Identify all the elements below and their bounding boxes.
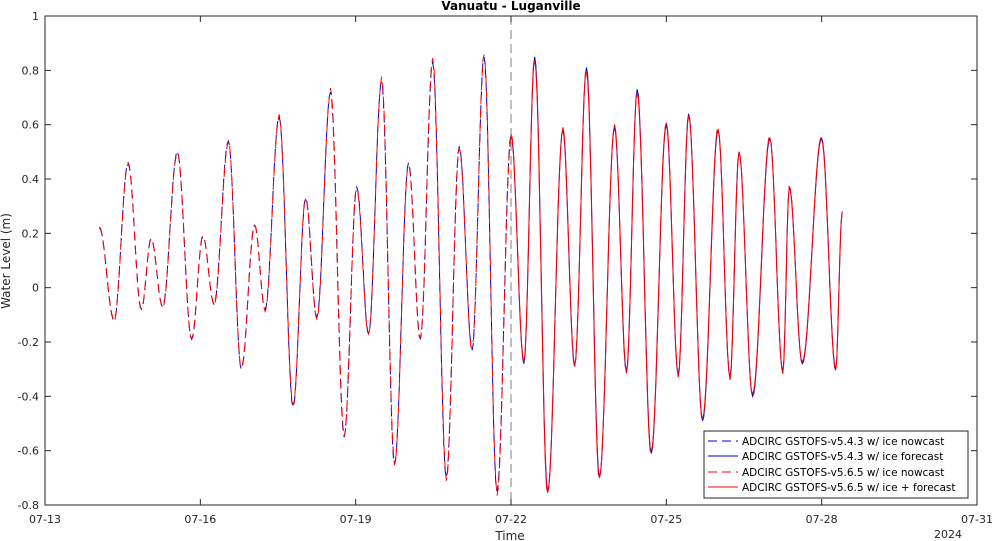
y-axis-label: Water Level (m) (0, 213, 13, 309)
y-tick-label: 0.2 (22, 227, 40, 240)
y-tick-label: 0 (32, 282, 39, 295)
series-layer (99, 54, 843, 496)
y-tick-label: -0.4 (18, 390, 39, 403)
legend-label-1: ADCIRC GSTOFS-v5.4.3 w/ ice forecast (742, 451, 943, 463)
y-tick-label: 0.6 (22, 119, 40, 132)
legend-label-3: ADCIRC GSTOFS-v5.6.5 w/ ice + forecast (742, 482, 955, 494)
x-tick-label: 07-28 (806, 513, 838, 526)
legend-label-0: ADCIRC GSTOFS-v5.4.3 w/ ice nowcast (742, 436, 944, 448)
legend-label-2: ADCIRC GSTOFS-v5.6.5 w/ ice nowcast (742, 467, 944, 479)
year-label: 2024 (934, 528, 962, 541)
x-tick-label: 07-19 (340, 513, 372, 526)
y-tick-label: 0.4 (22, 173, 40, 186)
y-tick-label: 1 (32, 10, 39, 23)
y-tick-label: -0.8 (18, 499, 39, 512)
x-tick-label: 07-13 (29, 513, 61, 526)
x-axis-label: Time (494, 529, 524, 541)
chart-title: Vanuatu - Luganville (441, 0, 580, 13)
x-tick-label: 07-25 (650, 513, 682, 526)
x-tick-label: 07-22 (495, 513, 527, 526)
legend-box (703, 430, 969, 499)
x-tick-label: 07-16 (184, 513, 216, 526)
y-tick-label: 0.8 (22, 64, 40, 77)
x-tick-label: 07-31 (961, 513, 992, 526)
legend: ADCIRC GSTOFS-v5.4.3 w/ ice nowcast ADCI… (703, 430, 969, 499)
series-line-2 (99, 54, 512, 496)
y-tick-label: -0.6 (18, 445, 39, 458)
y-tick-label: -0.2 (18, 336, 39, 349)
series-line-3 (510, 59, 843, 493)
tick-layer: 07-13 07-16 07-19 07-22 07-25 07-28 07-31 1 0.8 0… (18, 10, 992, 526)
